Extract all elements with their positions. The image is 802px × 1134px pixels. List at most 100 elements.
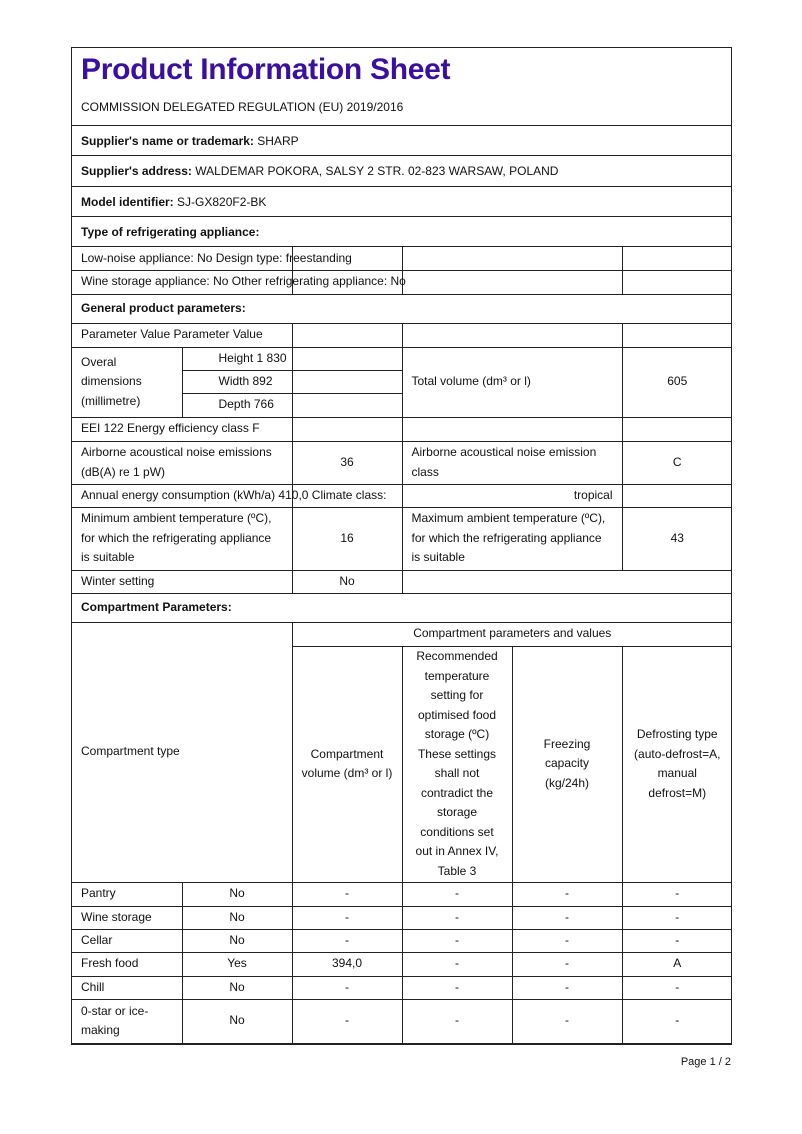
empty-cell (401, 247, 623, 271)
compartment-name: Pantry (72, 882, 183, 907)
table-row: 0-star or ice-making No - - - - (72, 998, 732, 1044)
annual-label: Annual energy consumption (kWh/a) 410,0 … (72, 483, 386, 508)
noise-value: 36 (291, 440, 403, 485)
model-row: Model identifier: SJ-GX820F2-BK (72, 187, 731, 217)
compartment-value: - (621, 928, 732, 953)
temperature-header: Recommended temperature setting for opti… (401, 645, 513, 883)
compartment-value: - (401, 882, 513, 907)
compartment-group-header: Compartment parameters and values (291, 621, 732, 647)
type-heading-text: Type of refrigerating appliance: (81, 224, 260, 239)
compartment-value: - (511, 998, 623, 1044)
page-number: Page 1 / 2 (680, 1056, 731, 1068)
climate-value: tropical (401, 483, 623, 508)
table-row: Chill No - - - - (72, 975, 732, 1000)
compartment-value: - (401, 951, 513, 977)
model-value: SJ-GX820F2-BK (177, 194, 267, 209)
compartment-value: - (401, 975, 513, 1000)
type-heading: Type of refrigerating appliance: (72, 217, 731, 247)
compartment-value: - (511, 975, 623, 1000)
winter-value: No (291, 569, 403, 594)
compartment-value: - (291, 905, 403, 930)
param-header: Parameter Value Parameter Value (72, 322, 293, 348)
address-value: WALDEMAR POKORA, SALSY 2 STR. 02-823 WAR… (195, 164, 559, 178)
empty-cell (401, 322, 623, 348)
compartment-value: - (401, 998, 513, 1044)
eei-cell: EEI 122 Energy efficiency class F (72, 416, 293, 442)
compartment-value: Yes (181, 951, 293, 977)
empty-cell (291, 483, 403, 508)
compartment-value: No (181, 998, 293, 1044)
empty-cell (621, 247, 732, 271)
compartment-value: - (621, 882, 732, 907)
compartment-value: - (511, 905, 623, 930)
empty-cell (291, 269, 403, 295)
param-header-row: Parameter Value Parameter Value (72, 322, 732, 348)
address-row: Supplier's address: WALDEMAR POKORA, SAL… (72, 156, 731, 187)
height-value: Height 1 830 (181, 346, 293, 371)
total-volume-label: Total volume (dm³ or l) (401, 346, 623, 418)
compartment-heading: Compartment Parameters: (72, 592, 732, 623)
freezing-header: Freezing capacity (kg/24h) (511, 645, 623, 883)
compartment-value: - (621, 975, 732, 1000)
compartment-type-header: Compartment type (72, 621, 293, 883)
noise-class-label: Airborne acoustical noise emission class (401, 440, 623, 485)
compartment-value: - (401, 928, 513, 953)
compartment-name: 0-star or ice-making (72, 998, 183, 1044)
compartment-value: - (511, 882, 623, 907)
compartment-value: 394,0 (291, 951, 403, 977)
winter-row: Winter setting No (72, 569, 732, 594)
low-noise-cell: Low-noise appliance: No Design type: fre… (72, 247, 352, 271)
noise-class-value: C (621, 440, 732, 485)
ambient-row: Minimum ambient temperature (ºC), for wh… (72, 506, 732, 571)
noise-row: Airborne acoustical noise emissions (dB(… (72, 440, 732, 485)
empty-cell (401, 269, 623, 295)
total-volume-value: 605 (621, 346, 732, 418)
table-row: Wine storage No - - - - (72, 905, 732, 930)
width-value: Width 892 (182, 369, 293, 394)
compartment-value: - (621, 998, 732, 1044)
empty-cell (401, 569, 732, 594)
empty-cell (401, 416, 623, 442)
page-title: Product Information Sheet (81, 53, 451, 86)
table-row: Cellar No - - - - (72, 928, 732, 953)
compartment-value: No (181, 975, 293, 1000)
eei-row: EEI 122 Energy efficiency class F (72, 416, 732, 442)
min-ambient-value: 16 (291, 506, 403, 571)
compartment-value: - (291, 882, 403, 907)
depth-value: Depth 766 (182, 392, 293, 418)
volume-header: Compartment volume (dm³ or l) (292, 645, 403, 883)
sheet-header: Product Information Sheet COMMISSION DEL… (72, 52, 731, 126)
compartment-value: - (291, 975, 403, 1000)
compartment-value: - (511, 951, 623, 977)
max-ambient-label: Maximum ambient temperature (ºC), for wh… (401, 506, 623, 571)
winter-label: Winter setting (72, 569, 293, 594)
wine-storage-cell: Wine storage appliance: No Other refrige… (72, 269, 406, 295)
compartment-value: - (291, 928, 403, 953)
empty-cell (621, 269, 732, 295)
model-label: Model identifier: (81, 194, 174, 209)
compartment-name: Chill (72, 975, 183, 1000)
compartment-name: Cellar (72, 928, 183, 953)
supplier-value: SHARP (257, 133, 299, 148)
compartment-value: No (181, 882, 293, 907)
compartment-value: - (511, 928, 623, 953)
compartment-name: Wine storage (72, 905, 183, 930)
address-label: Supplier's address: (81, 164, 192, 178)
dimensions-label: Overal dimensions (millimetre) (72, 346, 183, 418)
compartment-value: - (401, 905, 513, 930)
low-noise-row: Low-noise appliance: No Design type: fre… (72, 247, 732, 271)
table-row: Pantry No - - - - (72, 882, 732, 907)
compartment-value: - (291, 998, 403, 1044)
compartment-value: A (621, 951, 732, 977)
compartment-value: No (181, 905, 293, 930)
empty-cell (291, 369, 402, 394)
empty-cell (291, 346, 403, 371)
wine-storage-row: Wine storage appliance: No Other refrige… (72, 269, 732, 295)
noise-label: Airborne acoustical noise emissions (dB(… (72, 440, 293, 485)
compartment-value: - (621, 905, 732, 930)
annual-row: Annual energy consumption (kWh/a) 410,0 … (72, 483, 732, 508)
supplier-row: Supplier's name or trademark: SHARP (72, 126, 731, 156)
compartment-value: No (181, 928, 293, 953)
defrost-header: Defrosting type (auto-defrost=A, manual … (621, 645, 732, 883)
min-ambient-label: Minimum ambient temperature (ºC), for wh… (72, 506, 293, 571)
